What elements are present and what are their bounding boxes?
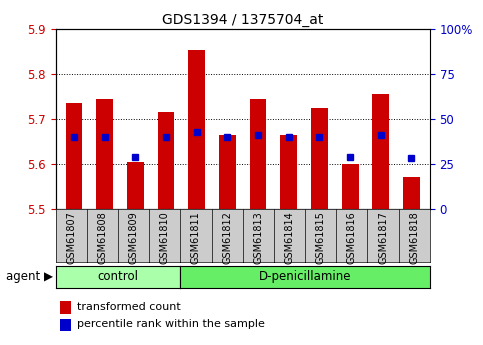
Text: GSM61817: GSM61817	[378, 211, 388, 264]
Bar	[311, 108, 328, 209]
Text: GSM61815: GSM61815	[316, 211, 326, 264]
Text: GSM61813: GSM61813	[253, 211, 263, 264]
Bar	[188, 49, 205, 209]
Text: GSM61809: GSM61809	[128, 211, 139, 264]
Title: GDS1394 / 1375704_at: GDS1394 / 1375704_at	[162, 13, 324, 27]
Text: GSM61808: GSM61808	[98, 211, 107, 264]
Text: agent ▶: agent ▶	[6, 270, 53, 283]
Bar	[372, 95, 389, 209]
Text: GSM61811: GSM61811	[191, 211, 201, 264]
Bar	[280, 135, 297, 209]
Bar	[219, 135, 236, 209]
Bar	[157, 112, 174, 209]
Bar	[341, 164, 358, 209]
Text: GSM61812: GSM61812	[222, 211, 232, 264]
Text: GSM61810: GSM61810	[160, 211, 170, 264]
Bar	[96, 99, 113, 209]
Text: D-penicillamine: D-penicillamine	[259, 270, 351, 283]
Text: GSM61814: GSM61814	[284, 211, 295, 264]
Text: GSM61807: GSM61807	[66, 211, 76, 264]
Text: transformed count: transformed count	[77, 302, 181, 312]
Text: percentile rank within the sample: percentile rank within the sample	[77, 319, 265, 329]
Text: control: control	[98, 270, 139, 283]
Bar	[127, 161, 144, 209]
Bar	[403, 177, 420, 209]
Text: GSM61816: GSM61816	[347, 211, 357, 264]
Text: GSM61818: GSM61818	[409, 211, 419, 264]
Bar	[250, 99, 267, 209]
Bar	[66, 103, 83, 209]
